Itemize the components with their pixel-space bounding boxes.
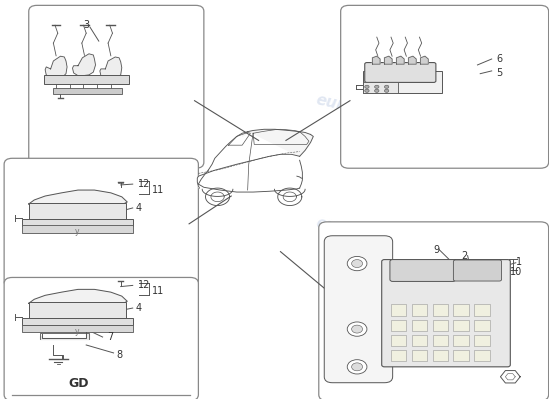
Bar (412, 304, 427, 316)
Bar (474, 335, 490, 346)
Polygon shape (397, 56, 404, 64)
Text: 2: 2 (461, 251, 468, 261)
Text: 10: 10 (510, 267, 522, 277)
FancyBboxPatch shape (382, 260, 510, 367)
Bar (362, 82, 398, 93)
Bar (391, 350, 406, 361)
FancyBboxPatch shape (453, 260, 502, 281)
Circle shape (384, 85, 389, 88)
Text: 11: 11 (152, 286, 164, 296)
Bar (433, 335, 448, 346)
FancyBboxPatch shape (29, 5, 204, 168)
Text: 3: 3 (84, 20, 90, 30)
Text: 11: 11 (152, 185, 164, 195)
Polygon shape (384, 56, 392, 64)
Bar (53, 88, 122, 94)
Text: europarts: europarts (112, 92, 197, 125)
Polygon shape (197, 154, 302, 192)
Polygon shape (45, 56, 67, 78)
Polygon shape (372, 56, 380, 64)
Text: europarts: europarts (112, 216, 197, 248)
Circle shape (351, 325, 362, 333)
Text: 12: 12 (138, 280, 151, 290)
Text: 8: 8 (116, 350, 123, 360)
Polygon shape (73, 54, 96, 76)
Bar (474, 304, 490, 316)
Bar (22, 318, 133, 325)
FancyBboxPatch shape (324, 236, 393, 383)
Polygon shape (409, 56, 416, 64)
Text: GD: GD (69, 377, 89, 390)
Bar (453, 304, 469, 316)
Text: 6: 6 (497, 54, 503, 64)
Bar (29, 302, 126, 318)
Bar (453, 320, 469, 331)
Polygon shape (242, 129, 314, 156)
Polygon shape (100, 57, 122, 78)
Circle shape (365, 85, 369, 88)
Bar (433, 304, 448, 316)
Text: 9: 9 (434, 245, 440, 255)
FancyBboxPatch shape (365, 62, 436, 82)
Bar (391, 304, 406, 316)
Text: 4: 4 (135, 303, 141, 313)
Bar (412, 335, 427, 346)
Polygon shape (29, 289, 127, 310)
Polygon shape (500, 370, 520, 383)
Bar (391, 320, 406, 331)
Text: 1: 1 (516, 256, 522, 266)
FancyBboxPatch shape (4, 158, 199, 287)
Text: 4: 4 (135, 203, 141, 213)
Text: 5: 5 (497, 68, 503, 78)
Circle shape (384, 89, 389, 92)
Bar (22, 226, 133, 232)
Circle shape (351, 260, 362, 268)
Bar (391, 335, 406, 346)
Circle shape (347, 322, 367, 336)
Text: y: y (75, 227, 80, 236)
FancyBboxPatch shape (340, 5, 548, 168)
Bar (29, 203, 126, 219)
Circle shape (375, 85, 379, 88)
Bar (474, 350, 490, 361)
Text: 7: 7 (107, 332, 113, 342)
Bar (453, 350, 469, 361)
FancyBboxPatch shape (4, 278, 199, 400)
Text: europarts: europarts (314, 92, 400, 125)
Text: europarts: europarts (314, 216, 400, 248)
Text: y: y (75, 326, 80, 336)
Bar (44, 75, 129, 84)
Bar (433, 350, 448, 361)
Bar (412, 320, 427, 331)
FancyBboxPatch shape (390, 260, 455, 282)
Circle shape (351, 363, 362, 371)
Bar (433, 320, 448, 331)
Bar (453, 335, 469, 346)
Polygon shape (40, 334, 89, 339)
Bar (474, 320, 490, 331)
Bar (22, 219, 133, 226)
Polygon shape (421, 56, 428, 64)
Circle shape (365, 89, 369, 92)
Circle shape (347, 360, 367, 374)
Circle shape (347, 256, 367, 271)
FancyBboxPatch shape (319, 222, 548, 400)
Text: 12: 12 (138, 179, 151, 189)
Polygon shape (29, 190, 127, 211)
Bar (412, 350, 427, 361)
Circle shape (375, 89, 379, 92)
Bar (362, 71, 442, 93)
Bar (22, 325, 133, 332)
